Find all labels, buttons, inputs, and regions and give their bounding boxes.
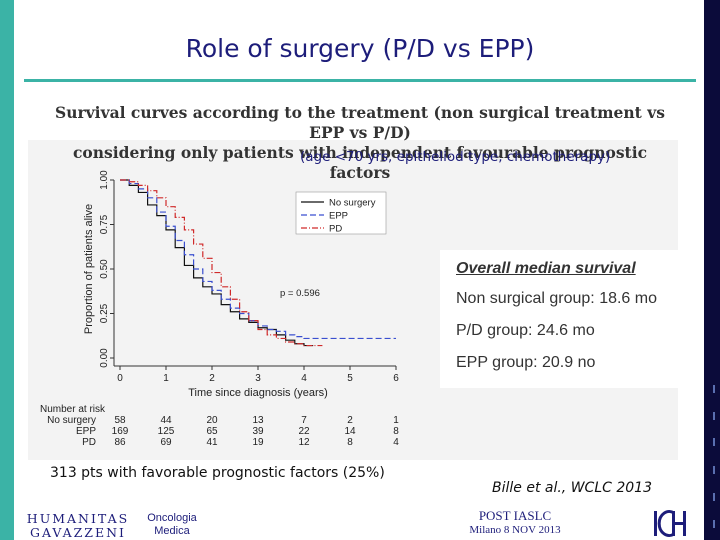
risk-value: 19 bbox=[252, 437, 264, 448]
risk-value: 2 bbox=[347, 415, 353, 426]
subheadline: (age <70 yrs, epitheliod type, chemother… bbox=[300, 149, 611, 165]
risk-value: 58 bbox=[114, 415, 126, 426]
left-accent-bar bbox=[0, 0, 14, 540]
median-line-pd: P/D group: 24.6 mo bbox=[456, 322, 595, 339]
risk-value: 86 bbox=[114, 437, 126, 448]
survival-curve-no-surgery bbox=[120, 179, 314, 347]
median-line-epp: EPP group: 20.9 no bbox=[456, 354, 596, 371]
risk-value: 69 bbox=[160, 437, 172, 448]
survival-curve-epp bbox=[120, 179, 396, 340]
risk-row-label: EPP bbox=[76, 426, 96, 437]
legend-label: No surgery bbox=[329, 198, 376, 209]
right-decor-bar bbox=[704, 0, 720, 540]
oncologia-logo: Oncologia Medica bbox=[142, 512, 202, 538]
x-tick-label: 5 bbox=[347, 373, 353, 384]
oncologia-line-1: Oncologia bbox=[147, 512, 197, 524]
risk-row-label: PD bbox=[82, 437, 96, 448]
oncologia-line-2: Medica bbox=[154, 525, 190, 537]
y-tick-label: 1.00 bbox=[99, 170, 110, 190]
x-tick-label: 0 bbox=[117, 373, 123, 384]
survival-curve-pd bbox=[120, 179, 323, 347]
citation: Bille et al., WCLC 2013 bbox=[492, 480, 652, 496]
risk-value: 12 bbox=[298, 437, 310, 448]
legend-label: EPP bbox=[329, 211, 348, 222]
footnote: 313 pts with favorable prognostic factor… bbox=[50, 465, 385, 481]
humanitas-logo-line-1: HUMANITAS bbox=[26, 511, 130, 526]
humanitas-logo: HUMANITAS GAVAZZENI bbox=[18, 512, 138, 540]
risk-value: 1 bbox=[393, 415, 399, 426]
risk-value: 169 bbox=[112, 426, 129, 437]
title-divider bbox=[24, 79, 696, 82]
humanitas-logo-line-2: GAVAZZENI bbox=[30, 525, 126, 540]
slide-title: Role of surgery (P/D vs EPP) bbox=[185, 34, 535, 63]
post-line-2: Milano 8 NOV 2013 bbox=[469, 524, 561, 536]
y-tick-label: 0.50 bbox=[99, 259, 110, 279]
risk-value: 22 bbox=[298, 426, 310, 437]
legend-label: PD bbox=[329, 224, 342, 235]
x-tick-label: 3 bbox=[255, 373, 261, 384]
headline-line-2: considering only patients with independe… bbox=[72, 143, 648, 182]
p-value-label: p = 0.596 bbox=[280, 288, 320, 299]
risk-value: 125 bbox=[158, 426, 175, 437]
legend-box bbox=[295, 191, 387, 235]
y-tick-label: 0.00 bbox=[99, 348, 110, 368]
risk-row-label: No surgery bbox=[47, 415, 96, 426]
x-tick-label: 2 bbox=[209, 373, 215, 384]
y-tick-label: 0.25 bbox=[99, 303, 110, 323]
survival-figure: 0 1 2 3 4 5 6 0.00 0.25 0.50 0.75 1.00 Time since di… bbox=[28, 140, 680, 460]
risk-value: 14 bbox=[344, 426, 356, 437]
risk-value: 13 bbox=[252, 415, 264, 426]
ich-logo-icon bbox=[654, 510, 686, 537]
y-tick-label: 0.75 bbox=[99, 214, 110, 234]
median-line-no-surgery: Non surgical group: 18.6 mo bbox=[456, 290, 657, 307]
risk-value: 7 bbox=[301, 415, 307, 426]
risk-table-header: Number at risk bbox=[40, 404, 106, 415]
median-survival-box: Overall median survival Non surgical gro… bbox=[440, 250, 680, 388]
risk-value: 8 bbox=[347, 437, 353, 448]
median-survival-title: Overall median survival bbox=[456, 260, 636, 277]
x-tick-label: 6 bbox=[393, 373, 399, 384]
risk-value: 20 bbox=[206, 415, 218, 426]
headline-line-1: Survival curves according to the treatme… bbox=[55, 103, 665, 142]
y-axis-title: Proportion of patients alive bbox=[83, 204, 95, 334]
x-tick-label: 1 bbox=[163, 373, 169, 384]
risk-value: 4 bbox=[393, 437, 399, 448]
risk-value: 41 bbox=[206, 437, 218, 448]
x-axis-title: Time since diagnosis (years) bbox=[188, 387, 328, 399]
risk-value: 65 bbox=[206, 426, 218, 437]
post-iaslc-label: POST IASLC Milano 8 NOV 2013 bbox=[455, 508, 575, 538]
risk-value: 44 bbox=[160, 415, 172, 426]
headline: Survival curves according to the treatme… bbox=[40, 103, 680, 183]
x-tick-label: 4 bbox=[301, 373, 307, 384]
post-line-1: POST IASLC bbox=[478, 508, 552, 523]
risk-value: 39 bbox=[252, 426, 264, 437]
risk-value: 8 bbox=[393, 426, 399, 437]
